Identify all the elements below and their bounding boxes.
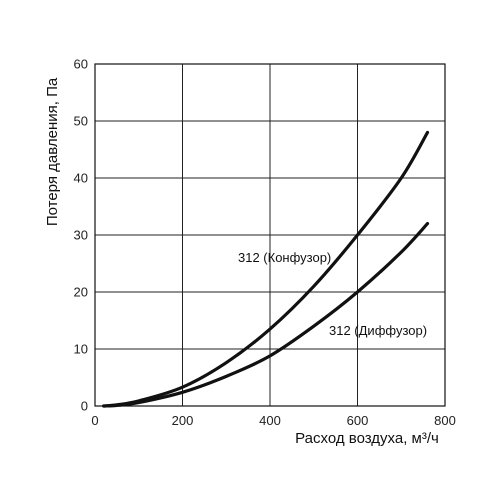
y-tick-label: 30	[74, 228, 88, 243]
y-tick-label: 20	[74, 285, 88, 300]
y-tick-label: 10	[74, 342, 88, 357]
y-tick-label: 40	[74, 171, 88, 186]
x-tick-label: 400	[259, 413, 281, 428]
x-tick-label: 800	[434, 413, 456, 428]
series-line-konfuzor	[102, 130, 430, 408]
x-axis-title: Расход воздуха, м³/ч	[295, 430, 439, 447]
y-tick-label: 50	[74, 114, 88, 129]
x-tick-label: 600	[347, 413, 369, 428]
series-lines	[102, 130, 430, 408]
x-tick-label: 200	[172, 413, 194, 428]
y-tick-labels: 0 10 20 30 40 50 60	[74, 57, 88, 414]
y-tick-label: 0	[81, 399, 88, 414]
y-tick-label: 60	[74, 57, 88, 72]
y-axis-title: Потеря давления, Па	[44, 77, 61, 226]
series-label-konfuzor: 312 (Конфузор)	[238, 250, 331, 265]
plot-frame	[94, 63, 446, 407]
x-tick-labels: 0 200 400 600 800	[91, 413, 455, 428]
x-tick-label: 0	[91, 413, 98, 428]
series-label-diffuzor: 312 (Диффузор)	[329, 323, 427, 338]
series-line-diffuzor	[102, 222, 430, 408]
